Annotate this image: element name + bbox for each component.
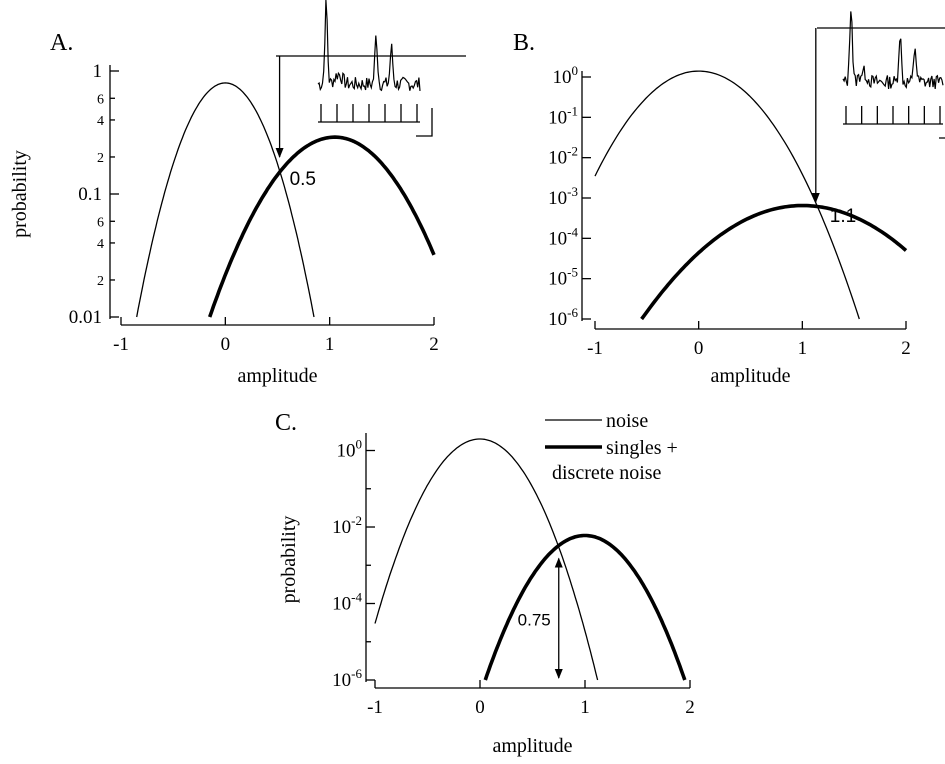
y-tick-label: 10-4: [548, 224, 578, 249]
x-tick-label: 1: [580, 697, 590, 718]
y-axis-label: probability: [278, 516, 300, 604]
inset-scale-bar: [416, 108, 433, 137]
y-minor-tick-label: 6: [97, 215, 104, 230]
x-tick-label: 1: [798, 338, 808, 359]
x-tick-label: 2: [429, 334, 439, 355]
y-tick-label: 10-6: [332, 666, 362, 691]
threshold-label: 0.75: [518, 610, 551, 629]
x-axis-label: amplitude: [493, 735, 573, 757]
noise-curve: [594, 70, 860, 320]
threshold-label: 0.5: [290, 169, 316, 190]
y-tick-label: 1: [93, 61, 103, 82]
legend: noise singles + discrete noise: [545, 410, 678, 484]
y-minor-tick-label: 6: [97, 92, 104, 107]
x-tick-label: 2: [685, 697, 695, 718]
panel-letter: C.: [275, 410, 297, 436]
threshold-label: 1.1: [830, 206, 856, 227]
inset-scale-bar: [939, 137, 945, 139]
x-tick-label: 0: [475, 697, 485, 718]
x-tick-label: 0: [221, 334, 231, 355]
y-minor-tick-label: 4: [97, 237, 104, 252]
y-minor-tick-label: 2: [97, 151, 104, 166]
y-tick-label: 100: [553, 63, 579, 88]
y-tick-label: 100: [337, 437, 363, 462]
x-tick-label: -1: [367, 697, 383, 718]
x-tick-label: -1: [587, 338, 603, 359]
y-tick-label: 10-5: [548, 265, 578, 290]
x-tick-label: 1: [325, 334, 335, 355]
x-tick-label: 2: [901, 338, 911, 359]
y-tick-label: 10-6: [548, 305, 578, 330]
panel-c: C. -1 0 1 2 10-6 10-4 10-2 100 amplitude probabili…: [275, 410, 695, 757]
panel-a: A. -1 0 1 2 0.01 0.1 1 2 4 6 2 4 6 amplitude probabilit…: [9, 0, 466, 387]
y-tick-label: 10-4: [332, 590, 362, 615]
panel-letter: A.: [50, 30, 73, 56]
inset-trace: [317, 0, 421, 92]
panel-b: B. -1 0 1 2 10-6 10-5 10-4 10-3 10-2 10-1 100 amplit…: [513, 11, 945, 387]
singles-curve: [208, 135, 436, 318]
inset-trace: [842, 11, 944, 89]
y-tick-label: 0.1: [78, 184, 102, 205]
legend-singles-label-line1: singles +: [606, 437, 678, 459]
x-tick-label: -1: [113, 334, 129, 355]
y-tick-label: 10-2: [548, 144, 578, 169]
y-minor-tick-label: 2: [97, 274, 104, 289]
x-axis-label: amplitude: [711, 365, 791, 387]
panel-letter: B.: [513, 30, 535, 56]
y-tick-label: 0.01: [69, 307, 102, 328]
y-tick-label: 10-3: [548, 184, 578, 209]
y-tick-label: 10-1: [548, 103, 578, 128]
x-axis-label: amplitude: [238, 365, 318, 387]
x-tick-label: 0: [694, 338, 704, 359]
legend-singles-label-line2: discrete noise: [552, 462, 662, 484]
y-axis-label: probability: [9, 150, 31, 238]
noise-curve: [374, 438, 599, 681]
singles-curve: [483, 533, 687, 681]
y-tick-label: 10-2: [332, 513, 362, 538]
y-minor-tick-label: 4: [97, 114, 104, 129]
singles-curve: [640, 203, 908, 321]
legend-noise-label: noise: [606, 410, 648, 432]
noise-curve: [136, 82, 315, 318]
